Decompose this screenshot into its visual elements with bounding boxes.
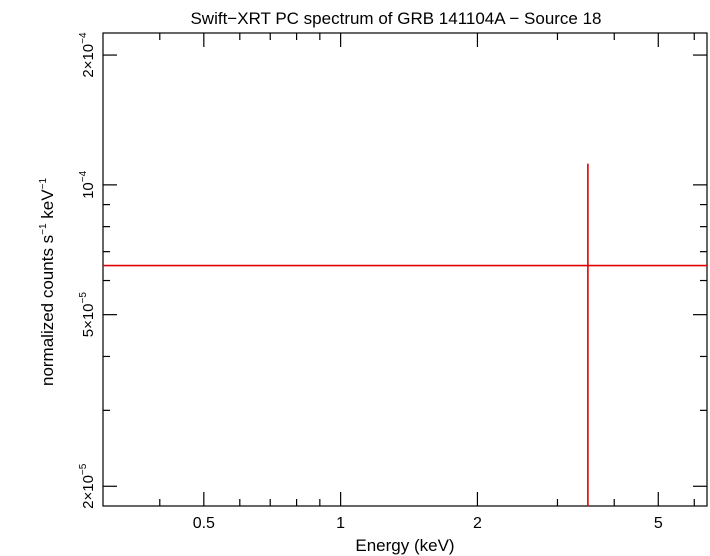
x-tick-label: 2 <box>473 515 482 532</box>
y-tick-exponent: −5 <box>78 463 89 475</box>
y-tick-mantissa: 5×10 <box>80 303 97 337</box>
x-tick-labels: 0.5 1 2 5 <box>193 515 663 532</box>
chart-title: Swift−XRT PC spectrum of GRB 141104A − S… <box>190 9 601 28</box>
x-tick-label: 1 <box>336 515 345 532</box>
x-axis-label: Energy (keV) <box>355 536 454 555</box>
plot-frame <box>102 32 708 507</box>
y-tick-exponent: −4 <box>78 170 89 182</box>
y-axis-label-mid: keV <box>38 189 57 224</box>
y-tick-mantissa: 10 <box>80 182 97 199</box>
y-tick-exponent: −5 <box>78 292 89 304</box>
x-tick-label: 0.5 <box>193 515 215 532</box>
y-tick-label: 2×10−4 <box>78 32 97 78</box>
y-tick-label: 5×10−5 <box>78 292 97 338</box>
y-tick-exponent: −4 <box>78 32 89 44</box>
y-axis-label-exp2: −1 <box>38 178 49 190</box>
y-tick-mantissa: 2×10 <box>80 475 97 509</box>
y-axis-label-base: normalized counts s <box>38 235 57 386</box>
y-axis-label-exp1: −1 <box>38 223 49 235</box>
y-axis-label: normalized counts s−1 keV−1 <box>38 178 57 386</box>
y-tick-label: 10−4 <box>78 170 97 199</box>
y-tick-label: 2×10−5 <box>78 463 97 509</box>
data-series <box>103 163 707 506</box>
y-tick-labels: 2×10−55×10−510−42×10−4 <box>78 32 97 509</box>
axis-ticks <box>103 33 707 506</box>
y-tick-mantissa: 2×10 <box>80 44 97 78</box>
x-tick-label: 5 <box>654 515 663 532</box>
